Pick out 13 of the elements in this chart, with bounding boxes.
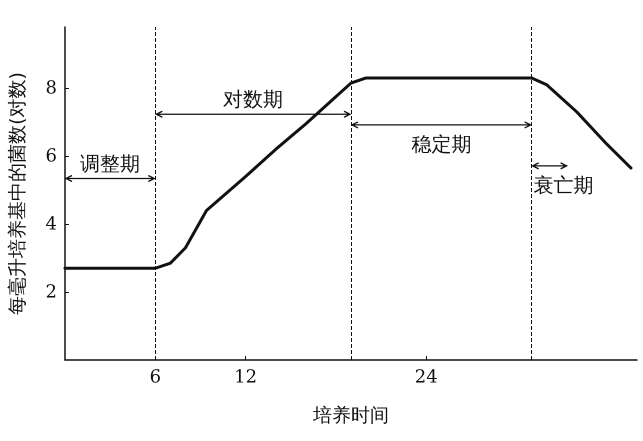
y-tick-label: 2 — [46, 282, 57, 303]
x-tick-label: 12 — [234, 366, 258, 388]
x-tick-label: 6 — [150, 366, 162, 388]
y-tick-label: 6 — [46, 146, 57, 167]
x-tick-label: 24 — [414, 366, 438, 388]
annotation: 稳定期 — [411, 132, 472, 156]
y-axis-title: 每毫升培养基中的菌数(对数) — [6, 72, 28, 315]
annotation: 衰亡期 — [534, 172, 594, 197]
y-tick-label: 4 — [46, 214, 57, 235]
annotation: 对数期 — [223, 87, 284, 112]
x-axis-title: 培养时间 — [312, 404, 389, 426]
annotation: 调整期 — [80, 152, 140, 176]
y-tick-label: 8 — [46, 78, 57, 99]
